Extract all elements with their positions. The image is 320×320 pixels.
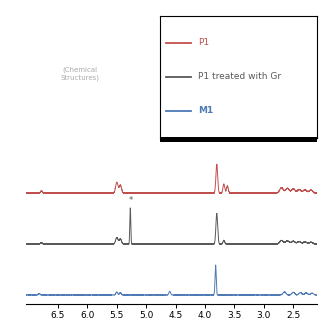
Text: (Chemical
Structures): (Chemical Structures): [60, 67, 100, 81]
Text: P1: P1: [198, 38, 209, 47]
Text: M1: M1: [198, 106, 213, 115]
Text: P1 treated with Gr: P1 treated with Gr: [198, 72, 281, 81]
Text: *: *: [129, 196, 133, 205]
